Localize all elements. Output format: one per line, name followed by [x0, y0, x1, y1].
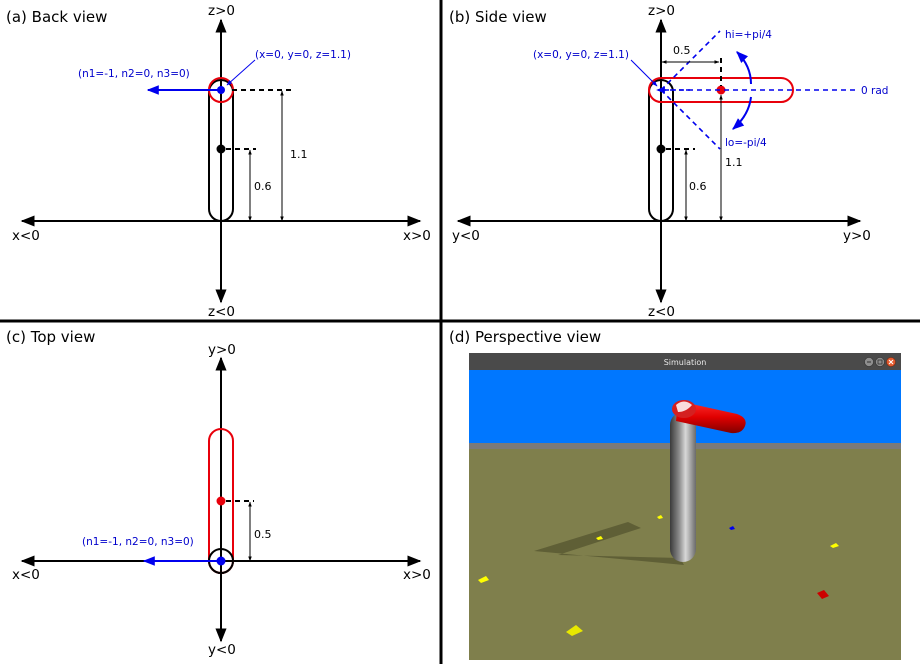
base-capsule	[648, 79, 674, 222]
point-pointer	[226, 59, 256, 86]
panel-side-view: (b) Side view z>0 z<0 y<0 y>0 hi=+pi/4 l…	[449, 3, 888, 320]
axis-label-bottom: z<0	[648, 304, 675, 320]
axis-label-top: z>0	[648, 3, 675, 19]
axis-label-left: x<0	[12, 228, 40, 244]
arm-center-point	[216, 496, 226, 506]
lo-arc-arrow	[732, 96, 752, 130]
dim-label-inner: 0.6	[689, 180, 707, 193]
debris-yellow-4	[657, 515, 663, 519]
point-pointer	[630, 59, 658, 87]
center-of-mass	[656, 144, 666, 154]
base-capsule	[208, 79, 234, 222]
panel-title: (b) Side view	[449, 8, 547, 26]
arm-center-point	[716, 85, 726, 95]
dim-label-outer: 1.1	[725, 156, 743, 169]
maximize-glyph	[877, 359, 883, 365]
point-label: (x=0, y=0, z=1.1)	[533, 49, 629, 61]
hi-arc-arrow	[736, 51, 752, 85]
zero-rad-label: 0 rad	[861, 85, 888, 97]
panel-top-view: (c) Top view y>0 y<0 x<0 x>0 (n1=-1, n2=…	[6, 328, 431, 658]
window-titlebar[interactable]	[469, 353, 901, 370]
axis-label-top: z>0	[208, 3, 235, 19]
lo-limit-line	[660, 89, 721, 150]
debris-yellow-3	[596, 536, 603, 540]
axis-label-left: y<0	[452, 228, 480, 244]
dim-label-inner: 0.6	[254, 180, 272, 193]
panel-title: (a) Back view	[6, 8, 107, 26]
panel-title: (c) Top view	[6, 328, 95, 346]
dim-label-inner: 0.5	[254, 528, 272, 541]
panel-title: (d) Perspective view	[449, 328, 601, 346]
normal-label: (n1=-1, n2=0, n3=0)	[78, 68, 190, 80]
maximize-icon[interactable]	[875, 357, 885, 367]
point-label: (x=0, y=0, z=1.1)	[255, 49, 351, 61]
center-of-mass	[216, 144, 226, 154]
axis-label-right: y>0	[843, 228, 871, 244]
axis-label-left: x<0	[12, 567, 40, 583]
axis-label-right: x>0	[403, 567, 431, 583]
debris-yellow-1	[478, 576, 489, 583]
window-title: Simulation	[664, 358, 707, 367]
dim-label-horizontal: 0.5	[673, 44, 691, 57]
debris-blue	[729, 526, 735, 530]
panel-back-view: (a) Back view z>0 z<0 x<0 x>0 (n1=-1, n2…	[6, 3, 431, 320]
shadow-base	[534, 522, 684, 565]
axis-label-bottom: y<0	[208, 642, 236, 658]
debris-red	[817, 590, 829, 599]
arm-cap-highlight	[676, 401, 692, 412]
axis-label-top: y>0	[208, 342, 236, 358]
simulation-window[interactable]: Simulation	[469, 353, 901, 660]
axis-label-right: x>0	[403, 228, 431, 244]
debris-yellow-5	[830, 543, 839, 548]
normal-label: (n1=-1, n2=0, n3=0)	[82, 536, 194, 548]
base-capsule-3d[interactable]	[670, 412, 696, 562]
axis-label-bottom: z<0	[208, 304, 235, 320]
hi-limit-line	[660, 30, 721, 91]
hi-label: hi=+pi/4	[725, 29, 772, 41]
dim-label-outer: 1.1	[290, 148, 308, 161]
close-glyph	[888, 359, 894, 365]
panel-perspective-view: (d) Perspective view Simulation	[449, 328, 901, 660]
lo-label: lo=-pi/4	[725, 137, 767, 149]
debris-yellow-2	[566, 625, 583, 636]
